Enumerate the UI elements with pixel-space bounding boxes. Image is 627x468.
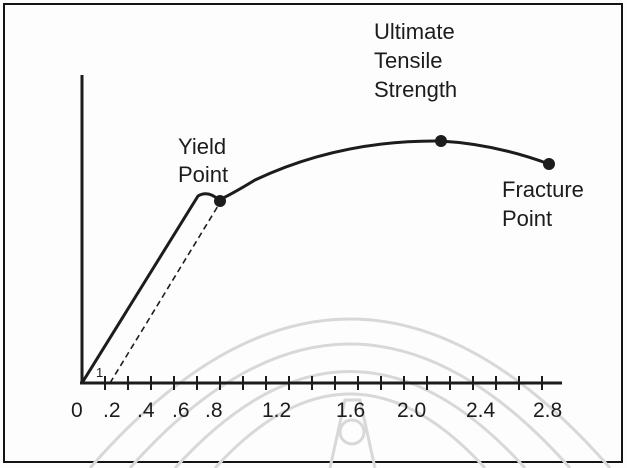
tick-label-1.6: 1.6 — [336, 399, 365, 422]
tick-label-1.2: 1.2 — [262, 399, 291, 422]
yield-label-line1: Yield — [178, 134, 226, 159]
tick-label-0.4: .4 — [137, 399, 155, 422]
tick-label-0: 0 — [71, 399, 83, 422]
yield-point-marker — [214, 195, 226, 207]
uts-point-marker — [435, 135, 447, 147]
fracture-label-line2: Point — [502, 206, 552, 231]
uts-label-line3: Strength — [374, 77, 457, 102]
tick-label-2.0: 2.0 — [397, 399, 426, 422]
x-axis-ticks — [104, 376, 543, 390]
figure-border — [3, 3, 623, 463]
uts-label-line1: Ultimate — [374, 19, 455, 44]
fracture-point-marker — [543, 158, 555, 170]
offset-line — [109, 200, 222, 384]
tick-label-0.6: .6 — [172, 399, 190, 422]
yield-label-line2: Point — [178, 162, 228, 187]
tick-label-0.8: .8 — [205, 399, 223, 422]
tick-label-2.8: 2.8 — [533, 399, 562, 422]
watermark-seal — [88, 317, 612, 468]
slope-marker-label: 1 — [96, 365, 103, 380]
uts-label-line2: Tensile — [374, 48, 442, 73]
tick-label-0.2: .2 — [103, 399, 121, 422]
tick-label-2.4: 2.4 — [466, 399, 496, 422]
stress-strain-curve — [80, 139, 550, 384]
fracture-label-line1: Fracture — [502, 177, 584, 202]
